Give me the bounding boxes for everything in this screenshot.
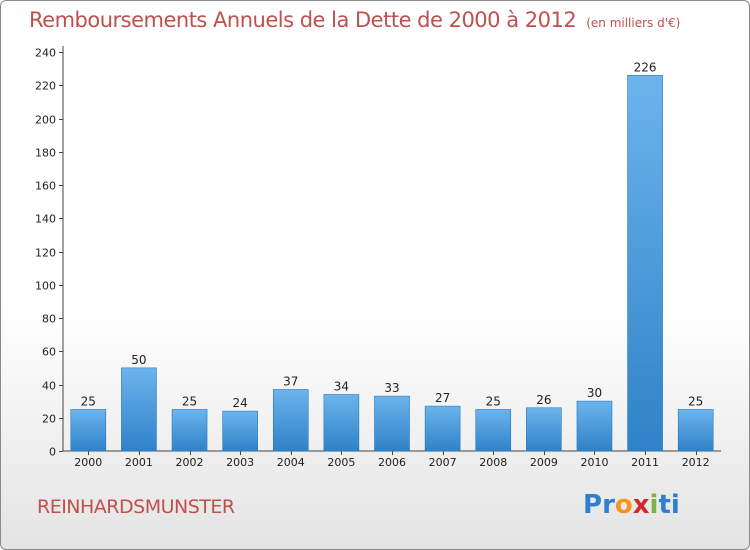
bar-2003 — [222, 410, 258, 452]
bar-2000 — [70, 409, 107, 452]
data-label-2000: 25 — [81, 394, 96, 408]
data-label-2007: 27 — [435, 391, 450, 405]
x-tick-label-2002: 2002 — [176, 456, 204, 469]
bar-2009 — [526, 407, 562, 452]
y-tick-label: 240 — [35, 47, 56, 60]
data-label-2009: 26 — [536, 393, 551, 407]
data-label-2006: 33 — [384, 381, 399, 395]
y-tick-label: 80 — [42, 313, 56, 326]
logo-letter: i — [670, 490, 680, 520]
bar-2005 — [323, 394, 360, 452]
data-label-2010: 30 — [587, 386, 602, 400]
x-tick-label-2003: 2003 — [226, 456, 254, 469]
data-label-2011: 226 — [634, 60, 657, 74]
bar-2006 — [374, 395, 410, 452]
logo-letter: t — [658, 490, 671, 520]
x-tick-label-2004: 2004 — [277, 456, 305, 469]
y-tick-label: 140 — [35, 213, 56, 226]
x-tick-label-2005: 2005 — [327, 456, 355, 469]
logo-letter: r — [602, 490, 615, 520]
y-tick-label: 200 — [35, 114, 56, 127]
bar-2010 — [576, 400, 613, 452]
y-tick-label: 60 — [42, 346, 56, 359]
chart-title-text: Remboursements Annuels de la Dette de 20… — [29, 8, 577, 32]
logo-letter: o — [614, 490, 633, 520]
y-tick-label: 100 — [35, 280, 56, 293]
bar-2004 — [272, 389, 309, 452]
data-label-2002: 25 — [182, 394, 197, 408]
proxiti-logo: Proxiti — [583, 490, 680, 520]
bar-2012 — [677, 409, 714, 452]
y-tick-label: 220 — [35, 80, 56, 93]
x-tick-label-2011: 2011 — [631, 456, 659, 469]
chart-title: Remboursements Annuels de la Dette de 20… — [29, 8, 680, 32]
y-tick-label: 160 — [35, 180, 56, 193]
x-tick-label-2001: 2001 — [125, 456, 153, 469]
y-tick-label: 0 — [49, 446, 56, 459]
x-tick-label-2010: 2010 — [580, 456, 608, 469]
logo-letter: P — [583, 490, 603, 520]
x-tick-label-2007: 2007 — [429, 456, 457, 469]
bar-2002 — [171, 409, 208, 452]
y-tick-label: 20 — [42, 413, 56, 426]
bar-2001 — [121, 367, 157, 452]
x-tick-label-2000: 2000 — [74, 456, 102, 469]
bars — [70, 74, 714, 452]
data-label-2001: 50 — [131, 353, 146, 367]
x-tick-label-2009: 2009 — [530, 456, 558, 469]
y-tick-label: 180 — [35, 147, 56, 160]
data-label-2004: 37 — [283, 374, 298, 388]
y-tick-label: 40 — [42, 380, 56, 393]
x-tick-label-2012: 2012 — [682, 456, 710, 469]
bar-2008 — [475, 409, 512, 452]
data-label-2008: 25 — [486, 394, 501, 408]
x-tick-label-2006: 2006 — [378, 456, 406, 469]
commune-name: REINHARDSMUNSTER — [37, 496, 235, 518]
bar-2011 — [627, 74, 663, 452]
logo-letter: i — [649, 490, 659, 520]
data-label-2012: 25 — [688, 394, 703, 408]
chart-unit: (en milliers d'€) — [586, 16, 681, 30]
y-tick-label: 120 — [35, 247, 56, 260]
x-tick-label-2008: 2008 — [479, 456, 507, 469]
bar-2007 — [424, 405, 461, 452]
data-label-2003: 24 — [233, 396, 248, 410]
labels: 25 2000 50 2001 25 2002 24 2003 37 2004 34 2005 33 20… — [74, 60, 709, 469]
data-label-2005: 34 — [334, 379, 349, 393]
logo-letter: x — [632, 490, 650, 520]
